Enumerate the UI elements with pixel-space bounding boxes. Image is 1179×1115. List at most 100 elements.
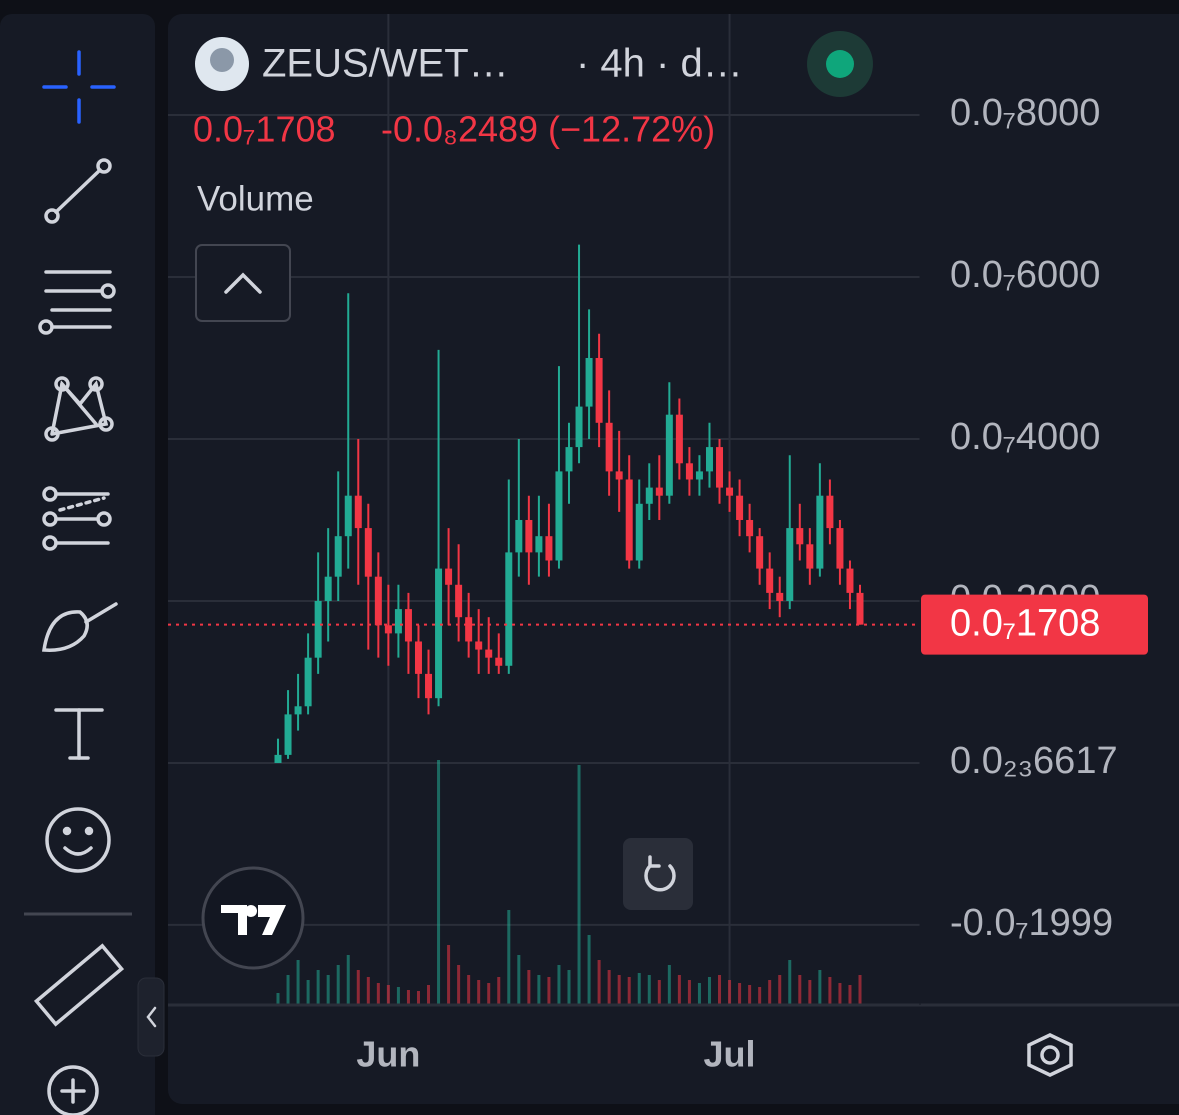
volume-bar [577,765,581,1005]
volume-bar [798,975,802,1005]
volume-bar [828,977,832,1005]
volume-bar [728,980,732,1005]
candle-body [364,528,372,577]
volume-bar [687,980,691,1005]
volume-bar [467,975,471,1005]
volume-bar [547,977,551,1005]
brush-icon[interactable] [41,602,118,652]
volume-bar [667,965,671,1005]
candle-body [515,519,523,553]
volume-bar [376,983,380,1005]
avatar-face [210,48,234,72]
candle-body [726,487,734,496]
volume-bar [487,983,491,1005]
volume-bar [697,983,701,1005]
candle-body [716,447,724,488]
candle-body [575,406,583,448]
text-icon[interactable] [54,708,104,760]
candle-body [414,641,422,674]
emoji-icon[interactable] [45,807,111,873]
candle-body [394,609,402,634]
symbol[interactable]: ZEUS/WET… [262,42,509,86]
candle-body [334,536,342,577]
x-tick-label: Jul [704,1034,756,1075]
settings-icon-center [1040,1045,1060,1065]
volume-bar [647,975,651,1005]
ruler-icon[interactable] [33,943,125,1027]
candle-body [846,568,854,593]
interval[interactable]: · 4h · d… [576,42,743,86]
collapse-arrow [146,1006,157,1028]
volume-pane [276,760,862,1005]
volume-bar [818,970,822,1005]
tv-logo[interactable] [201,866,305,970]
parallel-lines-icon[interactable] [38,270,116,335]
candle-body [756,536,764,569]
volume-bar [848,985,852,1005]
volume-bar [437,760,441,1005]
volume-bar [617,975,621,1005]
candle-body [796,528,804,545]
candle-body [786,528,794,601]
volume-bar [296,960,300,1005]
volume-bar [336,965,340,1005]
candle-body [766,568,774,593]
zoom-icon[interactable] [47,1065,99,1115]
volume-bar [356,970,360,1005]
crosshair-icon[interactable] [42,50,116,124]
y-tick-label: 0.0₇8000 [950,92,1100,134]
trend-line-icon[interactable] [44,158,112,224]
candle-body [836,528,844,569]
pattern-icon[interactable] [44,376,114,442]
volume-bar [477,980,481,1005]
candle-body [816,495,824,569]
candle-body [605,422,613,472]
toolbar-icons[interactable] [24,50,132,1115]
volume-bar [858,975,862,1005]
candle-body [665,414,673,496]
candle-body [374,576,382,626]
x-tick-label: Jun [356,1034,420,1075]
volume-bar [557,965,561,1005]
last-price: 0.0₇1708 [193,109,336,150]
reset-icon [644,855,676,892]
volume-bar [607,970,611,1005]
volume-bar [326,975,330,1005]
candle-body [535,536,543,553]
collapse-toolbar[interactable] [137,977,165,1057]
volume-bar [637,973,641,1005]
candle-body [635,503,643,561]
y-tick-label: -0.0₇1999 [950,902,1113,944]
candle-body [806,544,814,569]
candle-body [465,617,473,642]
candle-body [425,673,433,699]
volume-bar [507,910,511,1005]
candle-body [655,487,663,496]
volume-bar [537,975,541,1005]
collapse-legend[interactable] [195,244,291,322]
status-dot [826,50,854,78]
reset-button[interactable] [623,838,693,910]
fib-icon[interactable] [42,486,112,551]
y-tick-label: 0.0₇6000 [950,254,1100,296]
volume-bar [677,975,681,1005]
candle-body [595,357,603,423]
candle-body [505,552,513,666]
candle-body [565,447,573,472]
candle-body [384,625,392,634]
volume-bar [657,980,661,1005]
last-price-tag-label: 0.0₇1708 [950,603,1100,645]
volume-bar [276,993,280,1005]
volume-bar [768,980,772,1005]
candle-body [685,463,693,480]
candle-body [746,519,754,537]
candle-body [495,657,503,666]
volume-bar [567,970,571,1005]
volume-bar [406,990,410,1005]
settings-icon[interactable] [1027,1033,1073,1077]
volume-bar [366,977,370,1005]
candle-body [705,447,713,472]
price-change: -0.0₈2489 (−12.72%) [381,109,715,150]
candle-body [615,471,623,480]
